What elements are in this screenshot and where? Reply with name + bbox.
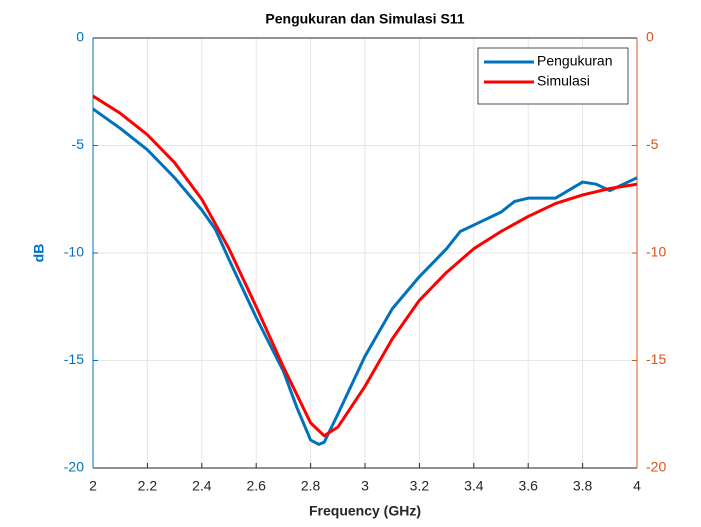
legend-box [477,47,629,105]
y-axis-label: dB [31,244,47,263]
y2-tick-label: -15 [646,351,666,367]
y2-tick-label: -20 [646,459,666,475]
x-tick-label: 2.8 [301,478,321,494]
x-tick-label: 4 [633,478,641,494]
x-tick-label: 3.4 [464,478,484,494]
y-tick-label: -20 [64,459,84,475]
chart-title: Pengukuran dan Simulasi S11 [265,11,464,27]
x-tick-label: 3.6 [518,478,538,494]
x-tick-label: 3 [361,478,369,494]
y-tick-label: -10 [64,244,84,260]
y2-tick-label: -5 [646,136,659,152]
x-tick-label: 3.2 [410,478,430,494]
x-axis-label: Frequency (GHz) [309,503,421,519]
legend: Pengukuran Simulasi [477,47,629,105]
x-tick-label: 3.8 [573,478,593,494]
x-tick-label: 2 [89,478,97,494]
legend-label: Simulasi [537,73,590,89]
x-tick-label: 2.4 [192,478,212,494]
series-line [92,107,638,446]
y-tick-label: 0 [76,29,84,45]
legend-label: Pengukuran [537,53,613,69]
y2-tick-label: 0 [646,29,654,45]
x-tick-label: 2.2 [138,478,158,494]
y2-tick-label: -10 [646,244,666,260]
y-tick-label: -15 [64,351,84,367]
x-tick-label: 2.6 [246,478,266,494]
y-tick-label: -5 [72,136,85,152]
series-line [92,94,638,438]
